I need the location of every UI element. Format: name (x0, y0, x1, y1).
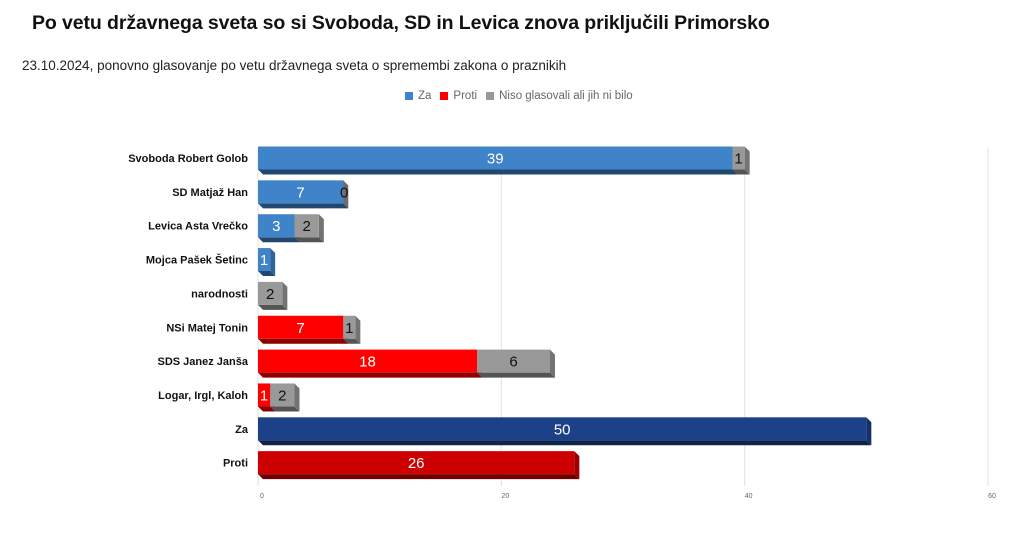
bar-proti-nsi-matej-tonin-bottom (258, 338, 349, 344)
x-tick-label: 40 (745, 493, 753, 500)
legend-label-proti: Proti (453, 90, 478, 102)
category-label: Mojca Pašek Šetinc (146, 254, 248, 267)
bar-niso-glasovali-ali-jih-ni-bilo-narodnosti-side (282, 281, 288, 310)
bar-niso-glasovali-ali-jih-ni-bilo-narodnosti (258, 281, 283, 305)
data-label-za-svoboda-robert-golob: 39 (487, 151, 504, 168)
legend-swatch-niso-glasovali (486, 92, 495, 100)
chart-legend: Za Proti Niso glasovali ali jih ni bilo (405, 90, 633, 102)
bar-niso-glasovali-ali-jih-ni-bilo-levica-asta-vrecko-bottom (294, 237, 324, 243)
bar-niso-glasovali-ali-jih-ni-bilo-sds-janez-jansa (477, 349, 550, 373)
bar-niso-glasovali-ali-jih-ni-bilo-narodnosti-bottom (258, 304, 288, 310)
bar-niso-glasovali-ali-jih-ni-bilo-levica-asta-vrecko-side (318, 214, 324, 243)
data-label-niso-glasovali-ali-jih-ni-bilo-sd-matjaz-han: 0 (340, 184, 348, 201)
x-tick-label: 60 (988, 493, 996, 500)
bar-niso-glasovali-ali-jih-ni-bilo-svoboda-robert-golob (732, 146, 745, 170)
bar-niso-glasovali-ali-jih-ni-bilo-svoboda-robert-golob-side (744, 146, 750, 175)
bar-za-svoboda-robert-golob-bottom (258, 169, 738, 175)
legend-label-niso-glasovali: Niso glasovali ali jih ni bilo (499, 90, 633, 102)
category-label: Za (235, 424, 249, 436)
category-label: Svoboda Robert Golob (128, 153, 248, 165)
bar-niso-glasovali-ali-jih-ni-bilo-sds-janez-jansa-bottom (477, 372, 555, 378)
bar-niso-glasovali-ali-jih-ni-bilo-sd-matjaz-han-side (343, 180, 349, 209)
bar-total-proti-side (574, 451, 580, 480)
category-label: SDS Janez Janša (158, 356, 249, 368)
data-label-proti-sds-janez-jansa: 18 (359, 354, 376, 371)
bar-niso-glasovali-ali-jih-ni-bilo-sds-janez-jansa-side (550, 349, 555, 378)
bar-niso-glasovali-ali-jih-ni-bilo-nsi-matej-tonin (343, 315, 356, 339)
bar-za-mojca-pasek-setinc-bottom (258, 271, 276, 277)
data-label-total-proti: 26 (408, 455, 425, 472)
bar-niso-glasovali-ali-jih-ni-bilo-levica-asta-vrecko (294, 214, 319, 238)
chart-subtitle: 23.10.2024, ponovno glasovanje po vetu d… (22, 58, 567, 73)
data-label-za-sd-matjaz-han: 7 (296, 184, 304, 201)
bar-niso-glasovali-ali-jih-ni-bilo-nsi-matej-tonin-side (355, 315, 361, 344)
legend-label-za: Za (418, 90, 432, 102)
bar-niso-glasovali-ali-jih-ni-bilo-svoboda-robert-golob-bottom (732, 169, 750, 175)
bar-za-mojca-pasek-setinc-side (270, 248, 276, 277)
bar-za-sd-matjaz-han (258, 180, 344, 204)
x-tick-label: 0 (260, 493, 264, 500)
legend-item-niso-glasovali[interactable]: Niso glasovali ali jih ni bilo (486, 90, 633, 102)
bar-total-za (258, 417, 867, 441)
data-label-niso-glasovali-ali-jih-ni-bilo-nsi-matej-tonin: 1 (345, 320, 353, 337)
data-label-proti-logar-irgl-kaloh: 1 (260, 387, 268, 404)
legend-swatch-za (405, 92, 413, 100)
bar-proti-nsi-matej-tonin (258, 315, 344, 339)
bar-total-za-side (866, 417, 872, 446)
legend-item-proti[interactable]: Proti (440, 90, 477, 102)
bar-za-mojca-pasek-setinc (258, 248, 271, 272)
bar-proti-logar-irgl-kaloh-bottom (258, 406, 276, 412)
category-label: NSi Matej Tonin (166, 322, 248, 334)
bar-proti-sds-janez-jansa-bottom (258, 372, 482, 378)
data-label-niso-glasovali-ali-jih-ni-bilo-svoboda-robert-golob: 1 (734, 151, 742, 168)
bar-niso-glasovali-ali-jih-ni-bilo-logar-irgl-kaloh-side (294, 383, 300, 412)
bar-total-proti-bottom (258, 474, 580, 480)
bar-za-svoboda-robert-golob (258, 146, 733, 170)
bar-niso-glasovali-ali-jih-ni-bilo-logar-irgl-kaloh-bottom (270, 406, 300, 412)
category-label: SD Matjaž Han (172, 187, 248, 199)
legend-swatch-proti (440, 92, 449, 100)
category-label: Logar, Irgl, Kaloh (158, 390, 248, 402)
data-label-za-levica-asta-vrecko: 3 (272, 218, 280, 235)
bar-proti-sds-janez-jansa (258, 349, 477, 373)
category-label: narodnosti (191, 288, 248, 300)
x-tick-label: 20 (501, 493, 509, 500)
data-label-niso-glasovali-ali-jih-ni-bilo-levica-asta-vrecko: 2 (302, 218, 310, 235)
legend-item-za[interactable]: Za (405, 90, 431, 102)
bar-total-proti (258, 451, 575, 475)
data-label-za-mojca-pasek-setinc: 1 (260, 252, 268, 269)
data-label-niso-glasovali-ali-jih-ni-bilo-narodnosti: 2 (266, 286, 274, 303)
category-label: Levica Asta Vrečko (148, 221, 248, 233)
category-label: Proti (223, 458, 248, 470)
bar-niso-glasovali-ali-jih-ni-bilo-nsi-matej-tonin-bottom (343, 338, 361, 344)
data-label-niso-glasovali-ali-jih-ni-bilo-sds-janez-jansa: 6 (509, 354, 517, 371)
data-label-total-za: 50 (554, 421, 571, 438)
data-label-niso-glasovali-ali-jih-ni-bilo-logar-irgl-kaloh: 2 (278, 387, 286, 404)
bar-za-levica-asta-vrecko (258, 214, 295, 238)
bar-total-za-bottom (258, 440, 872, 446)
bar-za-levica-asta-vrecko-bottom (258, 237, 300, 243)
chart-title: Po vetu državnega sveta so si Svoboda, S… (32, 12, 770, 34)
data-label-proti-nsi-matej-tonin: 7 (296, 320, 304, 337)
bar-niso-glasovali-ali-jih-ni-bilo-logar-irgl-kaloh (270, 383, 295, 407)
bar-proti-logar-irgl-kaloh (258, 383, 271, 407)
bar-za-sd-matjaz-han-bottom (258, 203, 349, 209)
